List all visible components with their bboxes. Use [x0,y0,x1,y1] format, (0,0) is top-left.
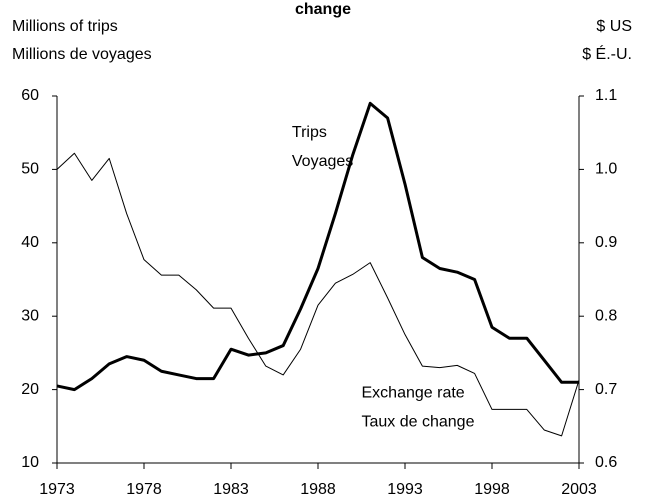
y2-axis-label: $ US [596,18,632,35]
annotation: Voyages [292,153,353,170]
annotation: Trips [292,124,327,141]
x-tick-label: 1973 [39,481,75,498]
y2-tick-label: 0.8 [595,307,617,324]
y-tick-label: 60 [21,87,39,104]
y-axis-label: Millions de voyages [12,46,152,63]
y-axis-label: Millions of trips [12,18,118,35]
y2-axis-label: $ É.-U. [582,44,632,63]
y-tick-label: 10 [21,454,39,471]
x-tick-label: 1998 [474,481,510,498]
y2-tick-label: 1.0 [595,161,617,178]
y2-tick-label: 1.1 [595,87,617,104]
x-tick-label: 1978 [126,481,162,498]
series-line [56,101,579,392]
annotation: Taux de change [362,413,475,430]
x-tick-label: 2003 [561,481,597,498]
y2-tick-label: 0.6 [595,454,617,471]
annotation: Exchange rate [362,384,465,401]
chart-title: change [295,1,351,18]
x-tick-label: 1983 [213,481,249,498]
y2-tick-label: 0.7 [595,381,617,398]
y-tick-label: 50 [21,161,39,178]
series-line [56,152,580,437]
y2-tick-label: 0.9 [595,234,617,251]
y-tick-label: 40 [21,234,39,251]
x-tick-label: 1988 [300,481,336,498]
y-tick-label: 30 [21,307,39,324]
y-tick-label: 20 [21,381,39,398]
x-tick-label: 1993 [387,481,423,498]
